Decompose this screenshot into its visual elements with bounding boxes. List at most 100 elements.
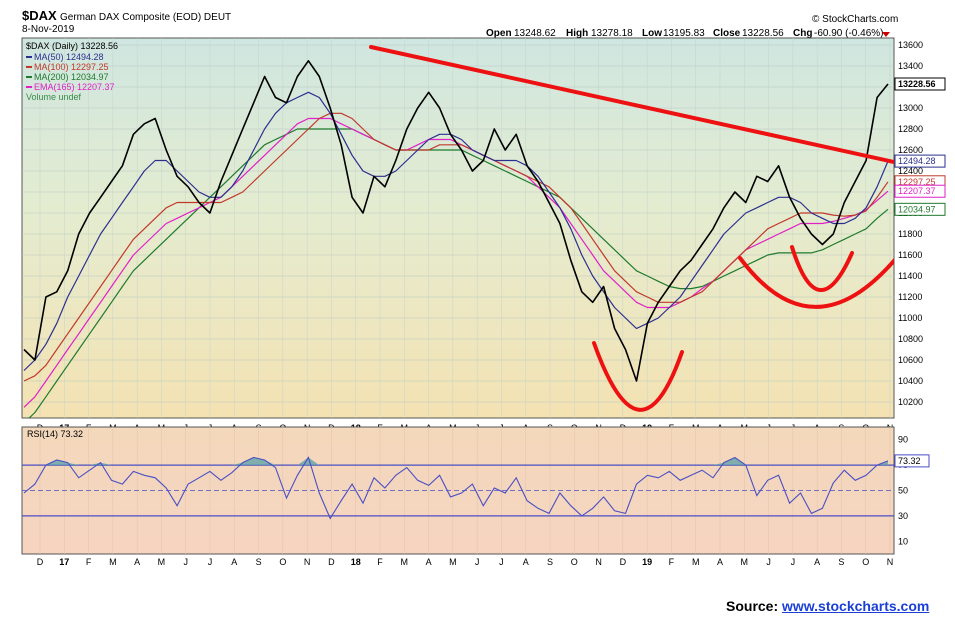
price-panel (21, 37, 895, 419)
rsi-x-tick-label: N (887, 557, 894, 567)
rsi-value-labels: 73.32 (894, 454, 930, 468)
close-value: 13228.56 (742, 28, 784, 39)
rsi-x-axis: D 17 F M A M J J A S O N D 18 F M A M J J A S O N D 19 F M A M J J A S O N (37, 557, 894, 567)
source-link[interactable]: www.stockcharts.com (782, 598, 930, 614)
rsi-x-tick-label: M (692, 557, 700, 567)
rsi-x-tick-label: O (862, 557, 869, 567)
rsi-x-tick-label: J (499, 557, 504, 567)
rsi-x-tick-label: M (401, 557, 409, 567)
rsi-x-tick-label: A (523, 557, 529, 567)
source-label: Source: (726, 598, 779, 614)
price-series-group (23, 59, 889, 418)
rsi-x-tick-label: D (37, 557, 44, 567)
price-y-tick: 10400 (898, 376, 923, 386)
rsi-x-tick-label: J (791, 557, 796, 567)
series-line-ma100 (23, 112, 889, 382)
head-arc (592, 341, 684, 412)
rsi-x-tick-label: M (158, 557, 166, 567)
rsi-y-tick: 30 (898, 511, 908, 521)
rsi-x-tick-label: N (304, 557, 311, 567)
down-arrow-icon (882, 32, 890, 37)
price-grid (22, 38, 894, 418)
high-value: 13278.18 (591, 28, 633, 39)
rsi-x-tick-label: O (279, 557, 286, 567)
rsi-x-tick-label: F (86, 557, 92, 567)
value-tag-text-ma100: 12297.25 (898, 177, 936, 187)
rsi-x-tick-label: J (475, 557, 480, 567)
rsi-x-tick-label: M (109, 557, 117, 567)
value-tag-text-price: 13228.56 (898, 79, 936, 89)
legend-ma100: MA(100) 12297.25 (34, 62, 109, 72)
value-tag-text-ma50: 12494.28 (898, 156, 936, 166)
chg-label: Chg (793, 28, 812, 39)
source-credit: Source: www.stockcharts.com (726, 598, 929, 614)
price-y-tick: 13400 (898, 61, 923, 71)
rsi-x-tick-label: S (256, 557, 262, 567)
legend-volume: Volume undef (26, 92, 82, 102)
resistance-trendline (369, 45, 894, 164)
rsi-x-tick-label: A (231, 557, 237, 567)
price-y-tick: 10200 (898, 397, 923, 407)
series-line-ma200 (28, 128, 889, 418)
chg-value: -60.90 (-0.46%) (814, 28, 883, 39)
chart-date: 8-Nov-2019 (22, 24, 75, 35)
rsi-x-tick-label: A (426, 557, 432, 567)
brand-label: © StockCharts.com (812, 14, 898, 25)
rsi-y-tick: 50 (898, 486, 908, 496)
price-legend: $DAX (Daily) 13228.56 MA(50) 12494.28 MA… (26, 41, 118, 102)
rsi-y-tick: 10 (898, 536, 908, 546)
price-y-tick: 13000 (898, 103, 923, 113)
rsi-grid (22, 427, 894, 554)
rsi-x-tick-label: A (814, 557, 820, 567)
price-y-tick: 13600 (898, 40, 923, 50)
price-y-tick: 11200 (898, 292, 922, 302)
rsi-value-tag-text: 73.32 (898, 456, 921, 466)
rsi-x-tick-label: A (134, 557, 140, 567)
right-shoulder-inner-arc (790, 245, 854, 292)
price-y-tick: 11400 (898, 271, 922, 281)
price-y-tick: 12800 (898, 124, 923, 134)
legend-price: $DAX (Daily) 13228.56 (26, 41, 118, 51)
value-tag-ma200 (894, 202, 946, 216)
rsi-x-tick-label: S (547, 557, 553, 567)
price-y-axis: 1360013400132001300012800126001240012200… (898, 40, 923, 407)
price-y-tick: 10800 (898, 334, 923, 344)
rsi-x-tick-label: 17 (59, 557, 69, 567)
price-y-tick: 11600 (898, 250, 922, 260)
low-value: 13195.83 (663, 28, 705, 39)
legend-ma50: MA(50) 12494.28 (34, 52, 104, 62)
rsi-x-tick-label: J (766, 557, 771, 567)
price-y-tick: 12400 (898, 166, 923, 176)
value-tag-text-ma200: 12034.97 (898, 204, 936, 214)
close-label: Close (713, 28, 741, 39)
rsi-y-tick: 90 (898, 435, 908, 445)
series-line-price (23, 59, 889, 382)
legend-ema165: EMA(165) 12207.37 (34, 82, 115, 92)
open-label: Open (486, 28, 512, 39)
right-shoulder-outer-arc (738, 256, 894, 309)
open-value: 13248.62 (514, 28, 556, 39)
rsi-x-tick-label: D (328, 557, 335, 567)
rsi-x-tick-label: J (183, 557, 188, 567)
rsi-x-tick-label: J (208, 557, 213, 567)
rsi-x-tick-label: F (377, 557, 383, 567)
price-y-tick: 11800 (898, 229, 922, 239)
annotation-group (369, 45, 894, 412)
rsi-x-tick-label: O (571, 557, 578, 567)
rsi-x-tick-label: F (669, 557, 675, 567)
rsi-x-tick-label: 18 (351, 557, 361, 567)
rsi-x-tick-label: D (620, 557, 627, 567)
value-tag-ma50 (894, 154, 946, 168)
rsi-x-tick-label: 19 (642, 557, 652, 567)
rsi-value-tag (894, 454, 930, 468)
series-line-rsi (23, 456, 889, 520)
low-label: Low (642, 28, 662, 39)
rsi-x-tick-label: M (741, 557, 749, 567)
rsi-x-tick-label: M (449, 557, 457, 567)
symbol-name: German DAX Composite (EOD) DEUT (60, 12, 231, 23)
price-y-tick: 11000 (898, 313, 922, 323)
series-line-ma50 (23, 91, 889, 371)
value-tag-ema165 (894, 184, 946, 198)
rsi-series-group (23, 456, 889, 520)
